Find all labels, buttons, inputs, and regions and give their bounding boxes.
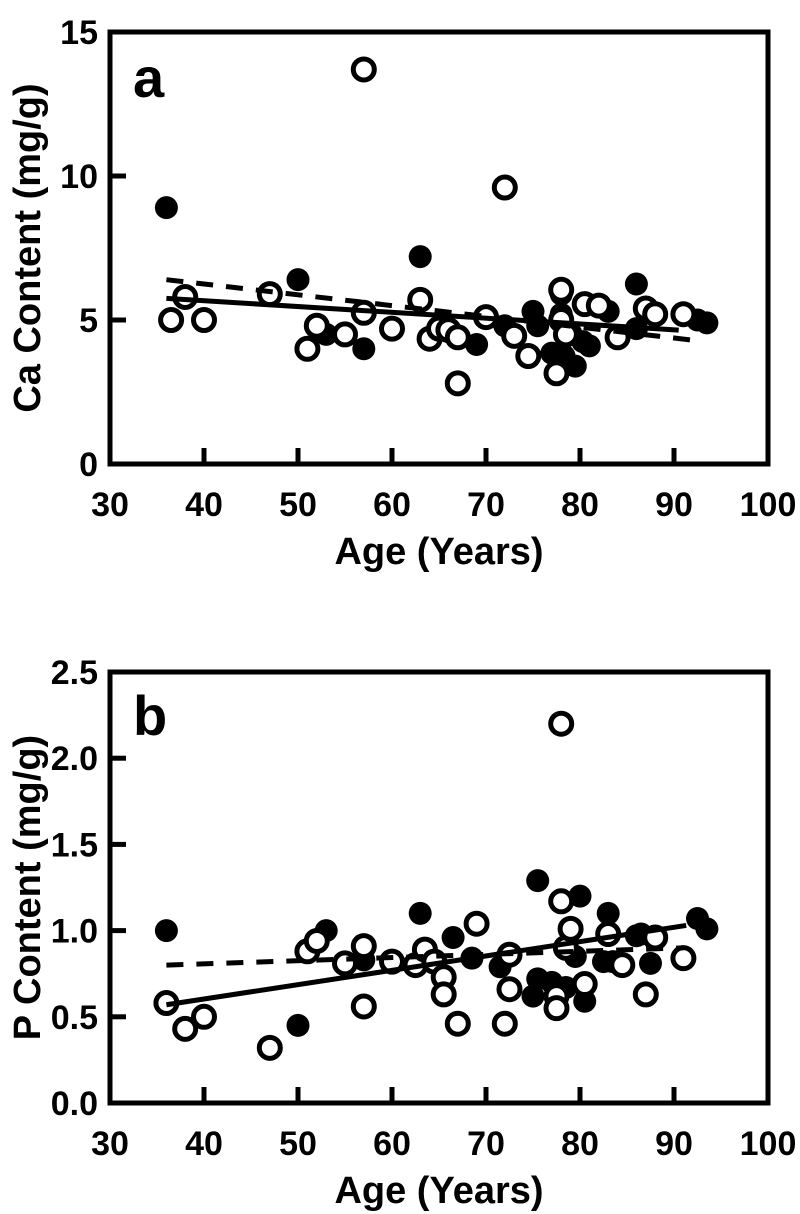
y-axis-title-b: P Content (mg/g) (7, 735, 49, 1040)
x-tick-label-b: 100 (740, 1125, 797, 1163)
data-point-open-circle (303, 927, 330, 954)
y-tick-label-a: 5 (79, 302, 98, 340)
y-tick-label-b: 1.5 (51, 826, 98, 864)
data-point-open-circle (191, 1003, 217, 1030)
data-point-open-circle (670, 945, 697, 972)
y-tick-label-a: 15 (60, 14, 98, 52)
data-point-filled-circle (563, 354, 587, 378)
x-tick-label-b: 70 (467, 1125, 505, 1163)
data-point-filled-circle (465, 332, 489, 356)
data-point-filled-circle (596, 901, 620, 925)
data-point-open-circle (463, 910, 490, 937)
x-tick-label-b: 90 (655, 1125, 693, 1163)
data-point-open-circle (444, 1010, 471, 1037)
panel-letter-b: b (133, 684, 167, 747)
y-tick-label-b: 2.5 (51, 654, 98, 692)
y-tick-label-a: 10 (60, 158, 98, 196)
data-point-open-circle (430, 981, 457, 1008)
x-tick-label-b: 50 (279, 1125, 317, 1163)
y-tick-label-b: 1.0 (51, 913, 98, 951)
data-point-open-circle (172, 1015, 199, 1042)
x-tick-label-b: 60 (373, 1125, 411, 1163)
data-point-open-circle (350, 933, 377, 960)
data-point-open-circle (571, 971, 598, 998)
data-point-open-circle (256, 281, 283, 308)
data-point-filled-circle (441, 925, 465, 949)
x-axis-title-a: Age (Years) (334, 531, 543, 573)
y-axis-title-a: Ca Content (mg/g) (7, 83, 49, 412)
data-point-open-circle (444, 324, 471, 351)
data-point-open-circle (670, 301, 697, 328)
x-tick-label-a: 60 (373, 486, 411, 524)
data-point-open-circle (158, 307, 185, 333)
data-point-open-circle (501, 322, 528, 349)
panel-letter-a: a (133, 46, 165, 109)
data-point-open-circle (350, 993, 377, 1020)
data-point-filled-circle (577, 334, 601, 358)
data-point-filled-circle (154, 919, 178, 943)
data-point-open-circle (444, 370, 471, 397)
data-point-filled-circle (568, 884, 592, 908)
data-point-open-circle (350, 56, 377, 83)
data-point-open-circle (515, 343, 542, 369)
x-tick-label-a: 50 (279, 486, 317, 524)
x-axis-title-b: Age (Years) (334, 1170, 543, 1212)
data-point-filled-circle (352, 337, 376, 361)
data-point-filled-circle (624, 272, 648, 296)
data-point-filled-circle (695, 311, 719, 335)
data-point-filled-circle (286, 268, 310, 292)
regression-line-dashed (166, 945, 684, 968)
data-point-filled-circle (639, 951, 662, 975)
x-tick-label-a: 100 (740, 486, 797, 524)
data-point-filled-circle (408, 245, 432, 269)
regression-line-solid (166, 922, 687, 1008)
data-point-open-circle (543, 360, 570, 387)
data-point-open-circle (332, 321, 358, 348)
data-point-open-circle (379, 315, 405, 342)
x-tick-label-a: 90 (655, 486, 693, 524)
data-point-open-circle (191, 307, 217, 333)
y-tick-label-b: 2.0 (51, 740, 98, 778)
data-point-open-circle (585, 292, 612, 319)
data-point-open-circle (496, 976, 523, 1003)
y-tick-label-b: 0.5 (51, 999, 98, 1037)
data-point-filled-circle (286, 1013, 310, 1037)
data-point-filled-circle (521, 984, 545, 1008)
data-point-filled-circle (526, 314, 550, 338)
data-point-open-circle (491, 1010, 518, 1037)
y-tick-label-b: 0.0 (51, 1085, 98, 1123)
data-point-filled-circle (526, 869, 550, 893)
data-point-open-circle (548, 888, 575, 915)
data-point-open-circle (632, 981, 659, 1008)
regression-line-solid (166, 295, 679, 333)
data-point-open-circle (256, 1034, 283, 1061)
x-tick-label-a: 80 (561, 486, 599, 524)
data-point-open-circle (303, 312, 330, 339)
data-point-filled-circle (695, 917, 719, 941)
data-point-open-circle (548, 710, 575, 737)
data-point-open-circle (557, 915, 584, 942)
plot-frame-a (107, 29, 771, 467)
plot-frame-b (107, 669, 771, 1106)
data-point-open-circle (609, 952, 636, 979)
x-tick-label-a: 70 (467, 486, 505, 524)
data-point-filled-circle (154, 196, 178, 220)
data-point-open-circle (548, 276, 575, 303)
y-tick-label-a: 0 (79, 446, 98, 484)
x-tick-label-a: 30 (91, 486, 129, 524)
x-tick-label-a: 40 (185, 486, 223, 524)
x-tick-label-b: 30 (91, 1125, 129, 1163)
data-point-filled-circle (408, 901, 432, 925)
data-point-open-circle (332, 950, 358, 977)
data-point-open-circle (294, 335, 321, 362)
x-tick-label-b: 40 (185, 1125, 223, 1163)
x-tick-label-b: 80 (561, 1125, 599, 1163)
data-point-open-circle (491, 174, 518, 201)
data-point-open-circle (642, 301, 669, 328)
data-point-open-circle (543, 995, 570, 1022)
